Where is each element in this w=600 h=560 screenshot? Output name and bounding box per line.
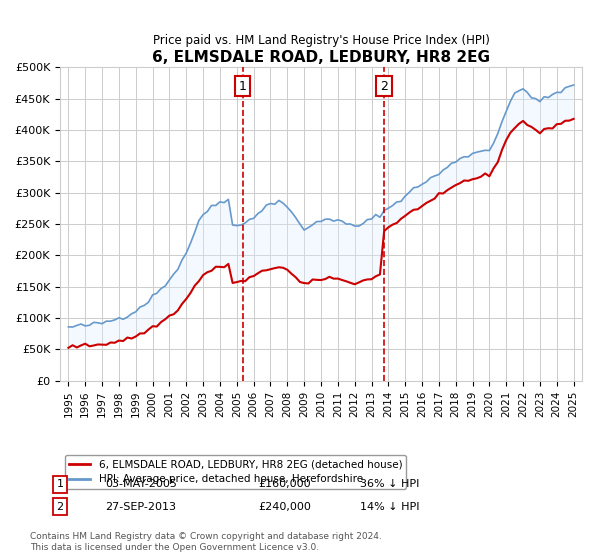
Text: Price paid vs. HM Land Registry's House Price Index (HPI): Price paid vs. HM Land Registry's House … <box>152 34 490 47</box>
Text: 03-MAY-2005: 03-MAY-2005 <box>105 479 177 489</box>
Title: 6, ELMSDALE ROAD, LEDBURY, HR8 2EG: 6, ELMSDALE ROAD, LEDBURY, HR8 2EG <box>152 50 490 64</box>
Text: 27-SEP-2013: 27-SEP-2013 <box>105 502 176 512</box>
Text: Contains HM Land Registry data © Crown copyright and database right 2024.
This d: Contains HM Land Registry data © Crown c… <box>30 532 382 552</box>
Text: 1: 1 <box>239 80 247 92</box>
Text: 2: 2 <box>380 80 388 92</box>
Text: 1: 1 <box>56 479 64 489</box>
Text: 2: 2 <box>56 502 64 512</box>
Text: 36% ↓ HPI: 36% ↓ HPI <box>360 479 419 489</box>
Text: 14% ↓ HPI: 14% ↓ HPI <box>360 502 419 512</box>
Legend: 6, ELMSDALE ROAD, LEDBURY, HR8 2EG (detached house), HPI: Average price, detache: 6, ELMSDALE ROAD, LEDBURY, HR8 2EG (deta… <box>65 455 406 488</box>
Text: £240,000: £240,000 <box>258 502 311 512</box>
Text: £160,000: £160,000 <box>258 479 311 489</box>
